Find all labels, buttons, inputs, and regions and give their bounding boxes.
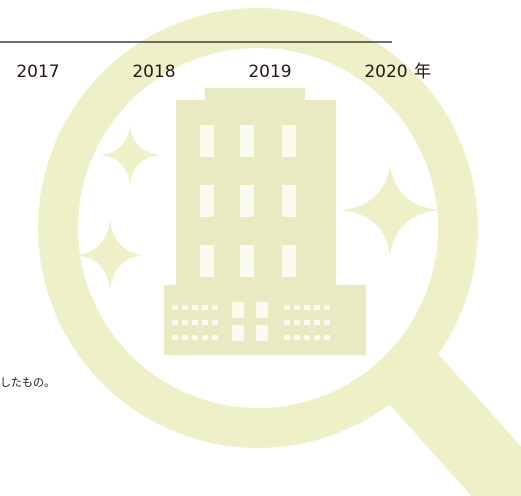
axis-unit: 年 (414, 62, 431, 82)
axis-label: 2020 (364, 62, 407, 82)
axis-label: 2019 (248, 62, 291, 82)
magnifier-handle (410, 375, 521, 496)
page: 年 したもの。 2017201820192020 (() => { const … (0, 0, 521, 496)
axis-label: 2018 (132, 62, 175, 82)
note-text: したもの。 (0, 376, 55, 389)
magnifier-illustration (58, 28, 521, 496)
axis-label: 2017 (16, 62, 59, 82)
screenshot: 年 したもの。 2017 2018 2019 2020 (0, 0, 521, 496)
